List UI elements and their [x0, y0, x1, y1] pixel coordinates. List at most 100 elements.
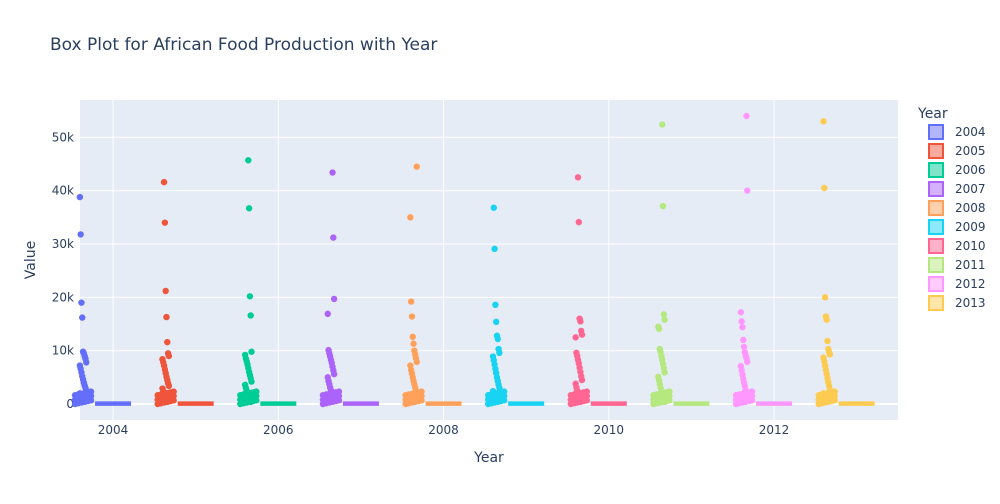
outlier-point[interactable] — [743, 112, 750, 120]
legend-item-2008[interactable]: 2008 — [928, 200, 986, 216]
outlier-point[interactable] — [740, 336, 747, 344]
series-2008[interactable] — [402, 163, 462, 408]
outlier-point[interactable] — [246, 293, 254, 300]
outlier-point[interactable] — [492, 301, 499, 308]
legend-item-2006[interactable]: 2006 — [928, 162, 986, 178]
outlier-point[interactable] — [744, 358, 751, 366]
legend-item-2013[interactable]: 2013 — [928, 295, 986, 311]
outlier-point[interactable] — [407, 214, 414, 221]
outlier-point[interactable] — [408, 313, 416, 320]
series-2007[interactable] — [319, 169, 379, 408]
legend-label: 2004 — [955, 125, 986, 139]
outlier-point[interactable] — [161, 219, 169, 226]
outlier-point[interactable] — [413, 358, 420, 366]
series-2004[interactable] — [71, 193, 132, 408]
outlier-point[interactable] — [330, 234, 337, 241]
outlier-point[interactable] — [821, 294, 829, 301]
outlier-point[interactable] — [574, 174, 582, 181]
series-2005[interactable] — [154, 178, 214, 408]
outlier-point[interactable] — [409, 333, 416, 340]
outlier-point[interactable] — [324, 310, 331, 318]
outlier-point[interactable] — [418, 388, 425, 395]
outlier-point[interactable] — [162, 287, 169, 295]
outlier-point[interactable] — [823, 316, 830, 323]
outlier-point[interactable] — [661, 369, 668, 376]
outlier-point[interactable] — [661, 316, 668, 323]
legend-swatch — [928, 181, 944, 197]
outlier-point[interactable] — [163, 313, 170, 321]
x-tick-label: 2008 — [428, 423, 459, 437]
outlier-point[interactable] — [170, 388, 177, 395]
outlier-point[interactable] — [738, 318, 745, 325]
series-2011[interactable] — [650, 121, 710, 408]
legend-item-2007[interactable]: 2007 — [928, 181, 986, 197]
outlier-point[interactable] — [83, 359, 90, 366]
legend-swatch — [928, 162, 944, 178]
outlier-point[interactable] — [577, 318, 584, 325]
outlier-point[interactable] — [739, 324, 746, 331]
outlier-point[interactable] — [413, 163, 420, 170]
legend-items[interactable]: 2004 2005 2006 2007 2008 2009 2010 2011 2012 2013 — [928, 124, 986, 311]
outlier-point[interactable] — [248, 348, 255, 355]
outlier-point[interactable] — [329, 169, 336, 176]
outlier-point[interactable] — [245, 205, 253, 212]
outlier-point[interactable] — [160, 178, 168, 186]
legend-item-2012[interactable]: 2012 — [928, 276, 986, 292]
legend-item-2011[interactable]: 2011 — [928, 257, 986, 273]
outlier-point[interactable] — [820, 118, 827, 125]
series-2010[interactable] — [567, 174, 627, 408]
legend[interactable]: Year 2004 2005 2006 2007 2008 2009 2010 2011 201… — [917, 106, 986, 311]
outlier-point[interactable] — [748, 388, 756, 395]
outlier-point[interactable] — [245, 157, 252, 164]
outlier-point[interactable] — [494, 335, 501, 343]
series-2012[interactable] — [732, 112, 793, 408]
series-2013[interactable] — [815, 118, 875, 408]
legend-item-2005[interactable]: 2005 — [928, 143, 986, 159]
outlier-point[interactable] — [740, 343, 748, 351]
series-2006[interactable] — [237, 157, 297, 408]
outlier-point[interactable] — [496, 349, 503, 356]
x-tick-label: 2010 — [594, 423, 625, 437]
outlier-point[interactable] — [248, 378, 255, 385]
x-axis-title: Year — [473, 450, 504, 466]
outlier-point[interactable] — [655, 325, 663, 332]
outlier-point[interactable] — [77, 231, 84, 238]
outlier-point[interactable] — [335, 388, 343, 395]
outlier-point[interactable] — [578, 376, 586, 384]
outlier-point[interactable] — [500, 388, 508, 395]
outlier-point[interactable] — [165, 382, 173, 390]
outlier-point[interactable] — [76, 193, 84, 201]
outlier-point[interactable] — [253, 388, 260, 395]
outlier-point[interactable] — [492, 318, 500, 326]
outlier-point[interactable] — [164, 338, 171, 346]
outlier-point[interactable] — [737, 309, 745, 316]
outlier-point[interactable] — [660, 311, 668, 318]
outlier-point[interactable] — [826, 351, 834, 358]
outlier-point[interactable] — [247, 312, 254, 319]
outlier-point[interactable] — [490, 204, 497, 211]
outlier-point[interactable] — [87, 388, 95, 395]
outlier-point[interactable] — [666, 388, 673, 395]
outlier-point[interactable] — [821, 184, 828, 192]
outlier-point[interactable] — [659, 121, 666, 128]
legend-item-2009[interactable]: 2009 — [928, 219, 986, 235]
outlier-point[interactable] — [491, 245, 498, 252]
outlier-point[interactable] — [165, 352, 173, 360]
outlier-point[interactable] — [330, 295, 338, 303]
outlier-point[interactable] — [659, 202, 667, 210]
outlier-point[interactable] — [575, 218, 583, 226]
outlier-point[interactable] — [744, 187, 751, 194]
outlier-point[interactable] — [410, 340, 417, 347]
outlier-point[interactable] — [583, 388, 591, 395]
outlier-point[interactable] — [831, 388, 838, 395]
series-2009[interactable] — [484, 204, 545, 408]
outlier-point[interactable] — [578, 331, 586, 338]
outlier-point[interactable] — [407, 298, 415, 305]
outlier-point[interactable] — [330, 370, 338, 378]
outlier-point[interactable] — [572, 334, 579, 341]
outlier-point[interactable] — [824, 337, 831, 345]
legend-item-2004[interactable]: 2004 — [928, 124, 986, 140]
legend-item-2010[interactable]: 2010 — [928, 238, 986, 254]
outlier-point[interactable] — [78, 299, 85, 306]
outlier-point[interactable] — [79, 314, 86, 321]
